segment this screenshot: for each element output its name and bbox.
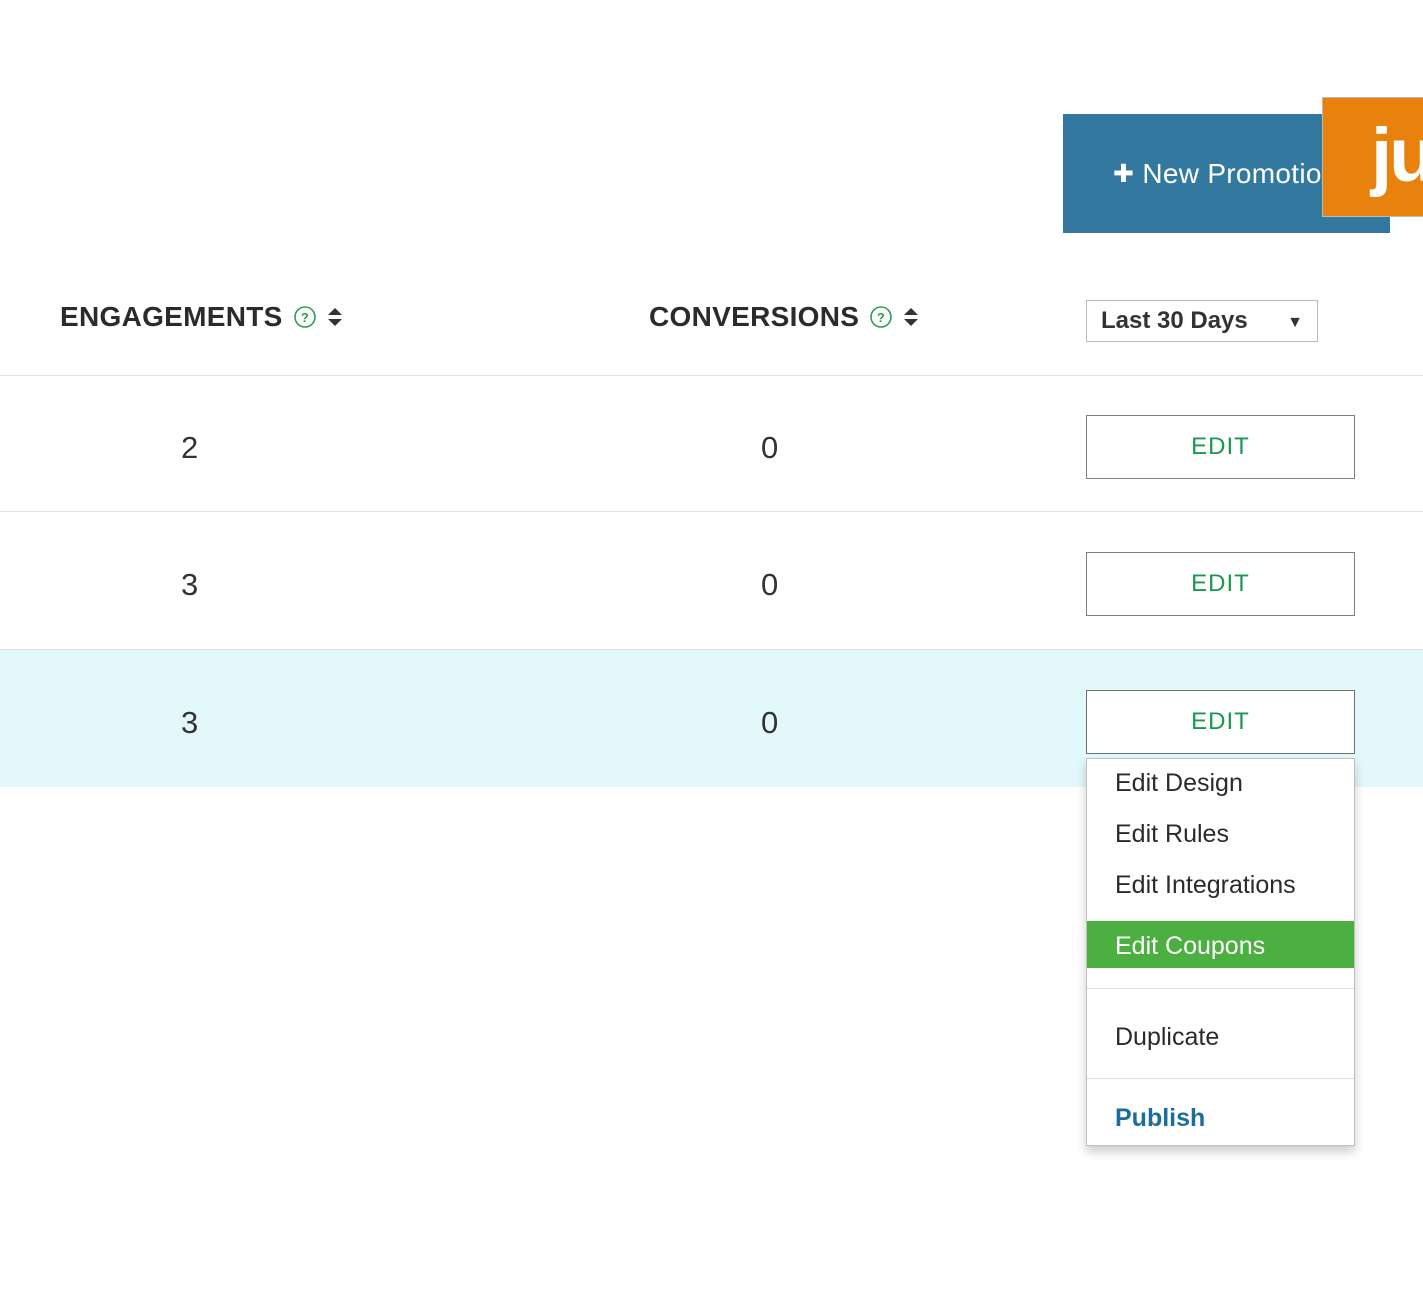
svg-text:?: ? xyxy=(877,310,885,325)
svg-text:?: ? xyxy=(301,310,309,325)
